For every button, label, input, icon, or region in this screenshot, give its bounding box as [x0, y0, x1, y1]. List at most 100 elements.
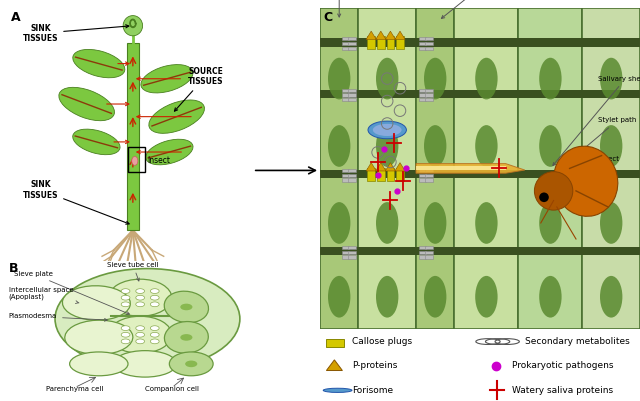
Ellipse shape	[539, 202, 562, 244]
Text: Companion cell: Companion cell	[145, 386, 199, 392]
Ellipse shape	[141, 65, 193, 93]
Polygon shape	[376, 31, 386, 39]
Circle shape	[150, 289, 159, 294]
Text: A: A	[12, 10, 21, 24]
Bar	[425, 93, 433, 97]
Ellipse shape	[368, 121, 406, 139]
Text: Salivary sheath: Salivary sheath	[553, 76, 640, 166]
Circle shape	[150, 326, 159, 330]
Bar	[348, 98, 356, 101]
Ellipse shape	[113, 350, 177, 377]
Bar	[416, 8, 454, 329]
Polygon shape	[366, 31, 376, 39]
Bar	[425, 89, 433, 92]
Circle shape	[121, 302, 130, 307]
Ellipse shape	[539, 276, 562, 318]
Bar	[454, 8, 518, 329]
Circle shape	[121, 339, 130, 344]
Bar	[425, 246, 433, 249]
Bar	[419, 98, 426, 101]
Ellipse shape	[600, 125, 623, 167]
Bar	[348, 42, 356, 45]
Circle shape	[150, 339, 159, 344]
Text: SINK
TISSUES: SINK TISSUES	[22, 180, 129, 224]
Ellipse shape	[539, 58, 562, 99]
Circle shape	[136, 339, 145, 344]
Bar	[396, 168, 404, 180]
Circle shape	[150, 302, 159, 307]
Bar	[396, 36, 404, 49]
Text: C: C	[323, 11, 332, 24]
Ellipse shape	[164, 322, 209, 353]
Circle shape	[540, 192, 548, 202]
Ellipse shape	[149, 100, 204, 133]
Bar	[342, 93, 349, 97]
Ellipse shape	[424, 202, 447, 244]
Bar	[348, 93, 356, 97]
Bar	[348, 178, 356, 182]
Bar	[320, 90, 640, 98]
Ellipse shape	[328, 125, 351, 167]
Bar	[367, 36, 375, 49]
Bar	[416, 166, 506, 170]
Text: Sieve plate: Sieve plate	[13, 271, 129, 314]
Ellipse shape	[475, 58, 498, 99]
Bar	[320, 8, 358, 329]
Text: Forisome: Forisome	[352, 386, 393, 395]
Bar	[127, 43, 139, 230]
Ellipse shape	[475, 125, 498, 167]
Ellipse shape	[376, 202, 398, 244]
Bar	[342, 174, 349, 177]
Bar	[358, 8, 416, 329]
Bar	[342, 98, 349, 101]
Ellipse shape	[376, 125, 398, 167]
Polygon shape	[376, 163, 386, 171]
Ellipse shape	[73, 129, 120, 155]
Ellipse shape	[376, 276, 398, 318]
Circle shape	[121, 295, 130, 300]
Bar	[320, 247, 640, 255]
Bar	[320, 170, 640, 178]
Bar	[348, 47, 356, 50]
Ellipse shape	[424, 125, 447, 167]
Ellipse shape	[424, 58, 447, 99]
Bar	[419, 93, 426, 97]
Text: Callose plugs: Callose plugs	[352, 337, 412, 346]
Circle shape	[123, 16, 143, 36]
Bar	[377, 168, 385, 180]
Text: Stylet path: Stylet path	[541, 117, 637, 185]
Ellipse shape	[372, 124, 402, 136]
Bar	[342, 89, 349, 92]
Text: Insect: Insect	[147, 156, 170, 165]
Bar	[342, 169, 349, 172]
Polygon shape	[366, 163, 376, 171]
Bar	[425, 255, 433, 259]
Ellipse shape	[170, 352, 213, 376]
Circle shape	[136, 326, 145, 330]
Ellipse shape	[323, 388, 352, 393]
Polygon shape	[385, 163, 396, 171]
Circle shape	[136, 289, 145, 294]
Bar	[419, 42, 426, 45]
Bar	[348, 246, 356, 249]
Bar	[419, 89, 426, 92]
Polygon shape	[416, 164, 525, 173]
Bar	[419, 246, 426, 249]
Bar	[128, 147, 145, 172]
Ellipse shape	[164, 291, 209, 323]
Ellipse shape	[59, 87, 115, 121]
Bar	[582, 8, 640, 329]
Bar	[425, 47, 433, 50]
Text: P-proteins: P-proteins	[352, 361, 397, 371]
Polygon shape	[326, 360, 342, 371]
Bar	[348, 37, 356, 41]
Bar	[342, 255, 349, 259]
Ellipse shape	[600, 276, 623, 318]
Circle shape	[121, 332, 130, 337]
Bar	[348, 251, 356, 254]
Ellipse shape	[65, 320, 133, 354]
Bar	[425, 98, 433, 101]
Bar	[342, 37, 349, 41]
Circle shape	[534, 172, 573, 210]
Bar	[348, 255, 356, 259]
